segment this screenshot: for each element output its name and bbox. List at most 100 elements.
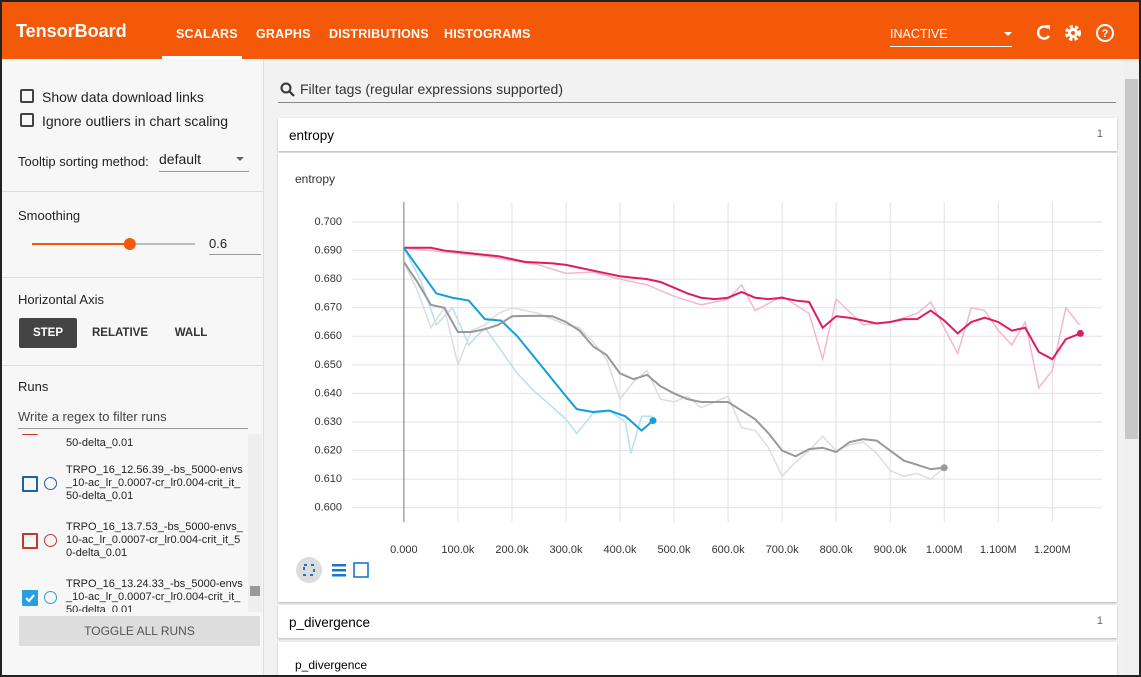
slider-knob[interactable]: [123, 238, 136, 250]
x-tick-label: 1.000M: [926, 544, 963, 556]
dropdown-arrow: [236, 157, 244, 161]
run-item[interactable]: TRPO_16_13.24.33_-bs_5000-envs_10-ac_lr_…: [2, 572, 248, 612]
series-line: [403, 246, 1081, 361]
series-line: [403, 261, 945, 481]
tooltip-label: Tooltip sorting method:: [18, 154, 149, 169]
smoothing-input[interactable]: 0.6: [209, 236, 261, 255]
chart-card: p_divergence: [278, 642, 1117, 675]
x-tick-label: 1.200M: [1034, 544, 1071, 556]
x-tick-label: 500.0k: [658, 544, 692, 556]
y-tick-label: 0.680: [314, 273, 342, 285]
axis-option[interactable]: STEP: [19, 318, 77, 348]
axis-label: Horizontal Axis: [18, 292, 104, 307]
y-tick-label: 0.670: [314, 302, 342, 314]
section-header[interactable]: entropy 1: [278, 118, 1117, 151]
y-tick-label: 0.690: [314, 244, 342, 256]
tooltip-value: default: [159, 151, 202, 167]
run-checkbox[interactable]: [22, 590, 38, 606]
reload-icon[interactable]: [1036, 25, 1050, 40]
run-checkbox[interactable]: [22, 533, 38, 549]
section-name: p_divergence: [289, 615, 371, 630]
status: INACTIVE: [890, 27, 948, 41]
y-tick-label: 0.610: [314, 473, 342, 485]
run-label: TRPO_16_13.24.33_-bs_5000-envs_10-ac_lr_…: [66, 578, 243, 612]
series-line: [403, 247, 654, 432]
run-checkbox[interactable]: [22, 434, 38, 435]
tab[interactable]: SCALARS: [176, 27, 238, 41]
divider: [2, 191, 264, 192]
x-tick-label: 200.0k: [495, 544, 529, 556]
check-mark: [25, 594, 35, 603]
x-tick-label: 400.0k: [603, 544, 637, 556]
tab[interactable]: GRAPHS: [256, 27, 311, 41]
x-tick-label: 700.0k: [766, 544, 800, 556]
smoothing-value: 0.6: [209, 236, 228, 251]
tooltip-select[interactable]: default: [159, 151, 249, 172]
chart: entropy 0.600 0.610 0.620 0.630 0.640 0.650 0.…: [295, 172, 1102, 583]
run-checkbox[interactable]: [22, 476, 38, 492]
section-count: 1: [1096, 615, 1103, 627]
status-dropdown[interactable]: INACTIVE: [890, 27, 1012, 47]
svg-text:?: ?: [1102, 28, 1109, 40]
x-tick-label: 1.100M: [980, 544, 1017, 556]
smoothing-slider[interactable]: [27, 234, 202, 254]
runs-filter[interactable]: Write a regex to filter runs: [18, 409, 248, 429]
series-line: [403, 246, 1080, 390]
tab[interactable]: HISTOGRAMS: [444, 27, 531, 41]
chart-title: entropy: [295, 172, 335, 186]
toggle-runs-button[interactable]: TOGGLE ALL RUNS: [19, 616, 260, 646]
option-label: Show data download links: [42, 89, 204, 105]
chart-card: entropy 0.600 0.610 0.620 0.630 0.640 0.650 0.…: [278, 153, 1117, 602]
section-count: 1: [1096, 128, 1103, 140]
section-header[interactable]: p_divergence 1: [278, 605, 1117, 638]
y-tick-label: 0.630: [314, 416, 342, 428]
help-icon[interactable]: [1096, 24, 1114, 42]
y-tick-label: 0.650: [314, 359, 342, 371]
run-item[interactable]: 50-delta_0.01: [2, 434, 248, 458]
smoothing-label: Smoothing: [18, 208, 81, 223]
run-label: 50-delta_0.01: [66, 437, 134, 449]
log-scale-button[interactable]: [332, 564, 346, 577]
series-line: [403, 247, 653, 454]
run-item[interactable]: TRPO_16_12.56.39_-bs_5000-envs_10-ac_lr_…: [2, 458, 248, 515]
checkbox[interactable]: [20, 113, 34, 127]
section-name: entropy: [289, 128, 335, 143]
tag-filter[interactable]: Filter tags (regular expressions support…: [278, 81, 1116, 103]
y-tick-label: 0.620: [314, 444, 342, 456]
x-tick-label: 300.0k: [549, 544, 583, 556]
dropdown-arrow: [1004, 32, 1012, 36]
end-marker: [1076, 329, 1084, 337]
series-line: [403, 261, 945, 471]
tab[interactable]: DISTRIBUTIONS: [329, 27, 429, 41]
y-tick-label: 0.700: [314, 216, 342, 228]
top-bar: TensorBoard SCALARS GRAPHS DISTRIBUTIONS…: [2, 2, 1139, 59]
chart-title: p_divergence: [295, 658, 368, 672]
fit-domain-button[interactable]: [296, 557, 322, 583]
runs-filter-placeholder: Write a regex to filter runs: [18, 409, 167, 424]
x-tick-label: 0.000: [390, 544, 418, 556]
divider: [2, 365, 264, 366]
y-tick-label: 0.640: [314, 387, 342, 399]
axis-option[interactable]: RELATIVE: [91, 327, 148, 339]
run-label: TRPO_16_12.56.39_-bs_5000-envs_10-ac_lr_…: [66, 464, 243, 502]
run-color: [44, 477, 57, 490]
settings-icon[interactable]: [1065, 25, 1081, 41]
tab-indicator: [162, 56, 242, 59]
axis-option[interactable]: WALL: [174, 327, 208, 339]
runs-label: Runs: [18, 379, 49, 394]
runs-scrollbar: [248, 434, 262, 612]
option-label: Ignore outliers in chart scaling: [42, 113, 228, 129]
divider: [2, 277, 264, 278]
run-color: [44, 591, 57, 604]
end-marker: [649, 417, 657, 425]
runs-list: 50-delta_0.01 TRPO_16_12.56.39_-bs_5000-e…: [2, 434, 248, 612]
run-item[interactable]: TRPO_16_13.7.53_-bs_5000-envs_10-ac_lr_0…: [2, 515, 248, 572]
x-tick-label: 800.0k: [820, 544, 854, 556]
chart-tools: [296, 557, 369, 583]
select-button[interactable]: [353, 562, 369, 578]
main-panel: Filter tags (regular expressions support…: [265, 59, 1124, 675]
x-tick-label: 100.0k: [441, 544, 475, 556]
checkbox[interactable]: [20, 89, 34, 103]
x-tick-label: 900.0k: [874, 544, 908, 556]
